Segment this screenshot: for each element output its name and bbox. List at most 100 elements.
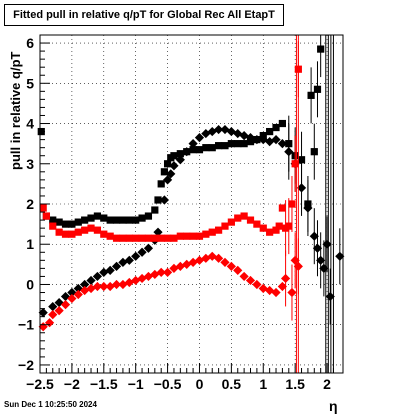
- y-tick-label: 5: [26, 75, 34, 91]
- data-point: [99, 267, 109, 278]
- data-point: [119, 216, 127, 224]
- data-point: [303, 203, 313, 213]
- y-tick-label: 6: [26, 35, 34, 51]
- y-tick-label: 1: [26, 236, 34, 252]
- data-point: [38, 308, 48, 318]
- data-point: [189, 232, 197, 240]
- data-point: [144, 212, 153, 220]
- data-point: [227, 140, 235, 148]
- data-point: [151, 234, 159, 242]
- data-point: [48, 310, 58, 320]
- data-point: [188, 257, 198, 267]
- data-point: [221, 142, 229, 150]
- data-point: [144, 234, 153, 242]
- data-point: [132, 216, 140, 224]
- data-point: [81, 216, 89, 224]
- data-point: [316, 255, 326, 265]
- axes: −2.5 −2 −1.5 −1 −0.5 0 0.5 1 1.5 2 −2 −1 0 1 2 3 4 5 6: [18, 35, 334, 392]
- data-point: [195, 232, 204, 240]
- series-0: [37, 35, 325, 232]
- data-point: [163, 234, 172, 242]
- data-point: [288, 200, 296, 208]
- data-point: [48, 302, 58, 312]
- data-point: [307, 91, 315, 99]
- data-point: [125, 234, 133, 242]
- data-point: [106, 232, 114, 240]
- data-point: [156, 267, 166, 278]
- data-point: [143, 243, 154, 253]
- data-point: [100, 214, 108, 222]
- data-point: [61, 220, 70, 228]
- x-tick-label: −1.5: [90, 376, 118, 392]
- data-point: [54, 297, 64, 308]
- data-point: [138, 234, 146, 242]
- data-point: [234, 140, 242, 148]
- timestamp: Sun Dec 1 10:25:50 2024: [4, 400, 97, 409]
- data-point: [68, 220, 76, 228]
- data-point: [105, 265, 115, 275]
- data-point: [252, 135, 262, 145]
- data-point: [208, 228, 216, 236]
- data-point: [245, 275, 256, 286]
- data-point: [132, 234, 140, 242]
- data-point: [118, 257, 128, 267]
- data-point: [272, 226, 280, 234]
- data-point: [278, 119, 286, 128]
- data-point: [131, 251, 141, 261]
- data-point: [240, 212, 248, 220]
- data-point: [137, 273, 147, 284]
- data-point: [81, 226, 89, 234]
- x-tick-label: −2: [64, 376, 80, 392]
- data-point: [112, 234, 121, 242]
- data-point: [175, 155, 185, 165]
- x-tick-label: −2.5: [26, 376, 54, 392]
- data-point: [159, 195, 169, 205]
- data-point: [87, 224, 95, 232]
- data-point: [54, 306, 64, 316]
- data-point: [74, 218, 82, 226]
- chart-title: Fitted pull in relative q/pT for Global …: [13, 9, 275, 21]
- data-point: [290, 255, 300, 265]
- data-point: [272, 123, 280, 132]
- data-point: [60, 299, 71, 310]
- data-point: [119, 234, 127, 242]
- data-point: [194, 133, 205, 143]
- y-axis-label: pull in relative q/pT: [8, 51, 23, 170]
- data-point: [125, 216, 133, 224]
- data-point: [163, 160, 172, 168]
- y-tick-label: 3: [26, 156, 34, 172]
- data-point: [214, 253, 224, 263]
- data-point: [93, 212, 102, 220]
- data-point: [310, 148, 318, 156]
- data-point: [138, 214, 146, 222]
- series-1: [38, 123, 345, 325]
- y-tick-label: 4: [26, 116, 34, 132]
- data-point: [271, 135, 281, 145]
- data-point: [61, 230, 70, 238]
- data-point: [60, 291, 71, 302]
- data-point: [214, 124, 224, 135]
- x-axis-label: η: [329, 398, 338, 414]
- data-point: [49, 216, 57, 224]
- data-point: [226, 261, 236, 271]
- y-tick-label: 0: [26, 276, 34, 292]
- data-point: [160, 168, 168, 176]
- series-3: [38, 232, 303, 332]
- data-point: [259, 224, 267, 232]
- data-point: [175, 261, 185, 271]
- data-point: [55, 228, 63, 236]
- data-point: [215, 226, 223, 234]
- data-point: [176, 150, 184, 158]
- x-tick-label: 0: [196, 376, 204, 392]
- data-point: [215, 142, 223, 150]
- data-point: [253, 220, 261, 228]
- y-tick-label: −1: [18, 317, 34, 333]
- data-point: [221, 222, 229, 230]
- data-point: [195, 146, 204, 154]
- data-point: [312, 243, 323, 253]
- data-point: [240, 140, 248, 148]
- data-point: [202, 230, 210, 238]
- grid-lines: [39, 35, 343, 373]
- data-point: [335, 251, 345, 261]
